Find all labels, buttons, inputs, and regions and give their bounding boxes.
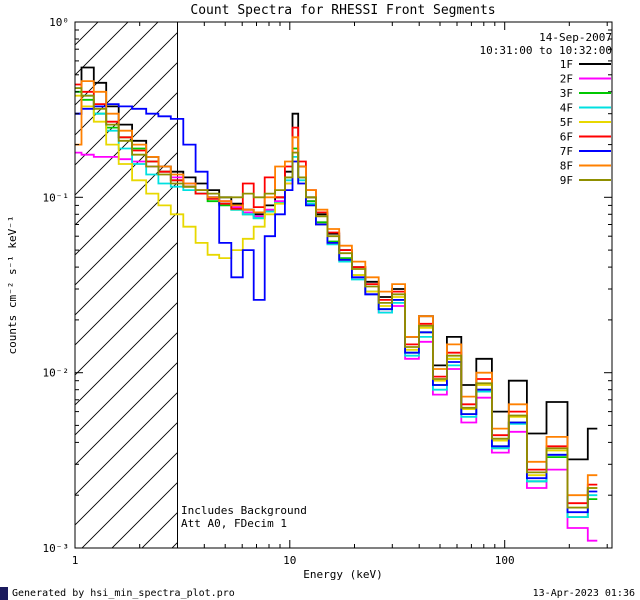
legend-label-6F: 6F	[560, 131, 573, 144]
footer-marker	[0, 586, 8, 600]
y-tick-label: 10⁻²	[43, 367, 70, 380]
footer-bar: Generated by hsi_min_spectra_plot.pro 13…	[0, 586, 640, 600]
y-axis-label: counts cm⁻² s⁻¹ keV⁻¹	[6, 215, 19, 354]
footer-render-timestamp: 13-Apr-2023 01:36	[532, 587, 635, 599]
spectrum-line-9F	[75, 87, 598, 509]
y-tick-label: 10⁻³	[43, 542, 70, 555]
x-tick-label: 100	[495, 554, 515, 567]
legend-label-1F: 1F	[560, 58, 573, 71]
chart-area: 1 10 100 10⁰ 10⁻¹ 10⁻² 10⁻³ 1F 2F 3F 4F 5F 6F 7F 8F 9F …	[0, 3, 635, 600]
x-tick-label: 1	[72, 554, 79, 567]
x-axis-label: Energy (keV)	[303, 568, 382, 581]
y-tick-label: 10⁻¹	[43, 191, 70, 204]
plot-frame	[74, 21, 613, 549]
legend-label-8F: 8F	[560, 160, 573, 173]
y-tick-label: 10⁰	[49, 16, 69, 29]
excluded-energy-hatch-region	[75, 22, 178, 548]
legend-label-4F: 4F	[560, 102, 573, 115]
legend-label-2F: 2F	[560, 73, 573, 86]
annotation-attenuator-state: Att A0, FDecim 1	[181, 517, 287, 530]
x-tick-label: 10	[283, 554, 296, 567]
spectra-lines	[75, 66, 598, 542]
footer-generated-by: Generated by hsi_min_spectra_plot.pro	[12, 587, 235, 599]
legend-label-7F: 7F	[560, 145, 573, 158]
chart-title: Count Spectra for RHESSI Front Segments	[190, 3, 495, 18]
time-range-label: 10:31:00 to 10:32:00	[480, 44, 612, 57]
spectra-chart: 1 10 10010⁰10⁻¹10⁻²10⁻³1F2F3F4F5F6F7F8F9F …	[6, 3, 613, 581]
date-label: 14-Sep-2007	[539, 31, 612, 44]
legend-label-3F: 3F	[560, 87, 573, 100]
annotation-includes-background: Includes Background	[181, 504, 307, 517]
legend-label-9F: 9F	[560, 174, 573, 187]
legend-label-5F: 5F	[560, 116, 573, 129]
